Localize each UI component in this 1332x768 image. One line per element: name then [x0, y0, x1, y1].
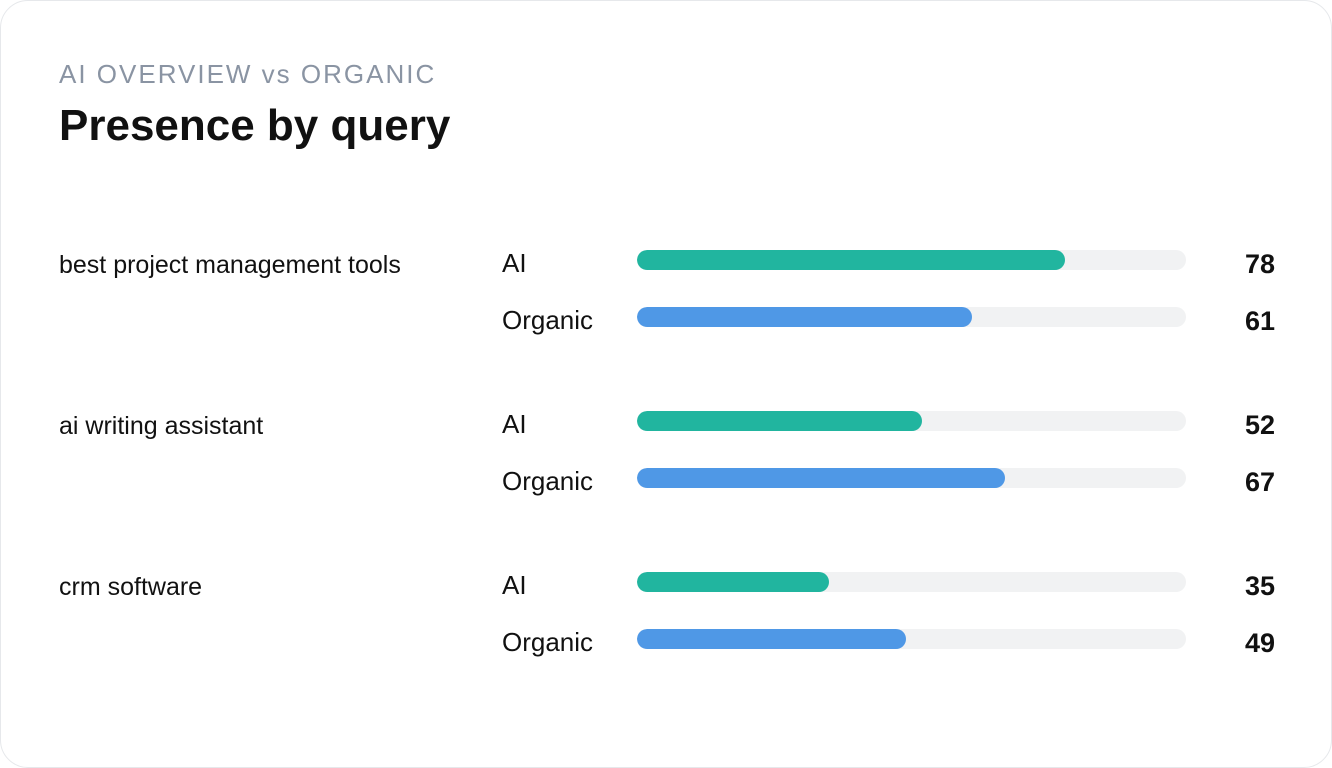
- bar-organic: [637, 468, 1005, 488]
- series-label: AI: [502, 570, 527, 600]
- bar-organic: [637, 307, 972, 327]
- bar-ai: [637, 250, 1065, 270]
- bar-track: [637, 411, 1186, 431]
- bar-ai: [637, 411, 922, 431]
- series-label: Organic: [502, 305, 594, 335]
- value-label: 52: [1244, 410, 1275, 440]
- bar-track: [637, 307, 1186, 327]
- bar-track: [637, 468, 1186, 488]
- bar-track: [637, 572, 1186, 592]
- bar-track: [637, 250, 1186, 270]
- series-label: AI: [502, 248, 527, 278]
- value-label: 67: [1244, 467, 1275, 497]
- value-label: 61: [1244, 306, 1275, 336]
- bar-track: [637, 629, 1186, 649]
- category-label: ai writing assistant: [59, 412, 264, 440]
- value-label: 35: [1244, 571, 1275, 601]
- value-label: 49: [1244, 628, 1275, 658]
- value-label: 78: [1244, 249, 1275, 279]
- category-label: best project management tools: [59, 251, 401, 279]
- series-label: AI: [502, 409, 527, 439]
- series-label: Organic: [502, 627, 594, 657]
- series-label: Organic: [502, 466, 594, 496]
- chart-subtitle: AI OVERVIEW vs ORGANIC: [59, 59, 437, 89]
- category-label: crm software: [59, 573, 203, 601]
- chart-title: Presence by query: [59, 101, 451, 150]
- bar-ai: [637, 572, 829, 592]
- bar-organic: [637, 629, 906, 649]
